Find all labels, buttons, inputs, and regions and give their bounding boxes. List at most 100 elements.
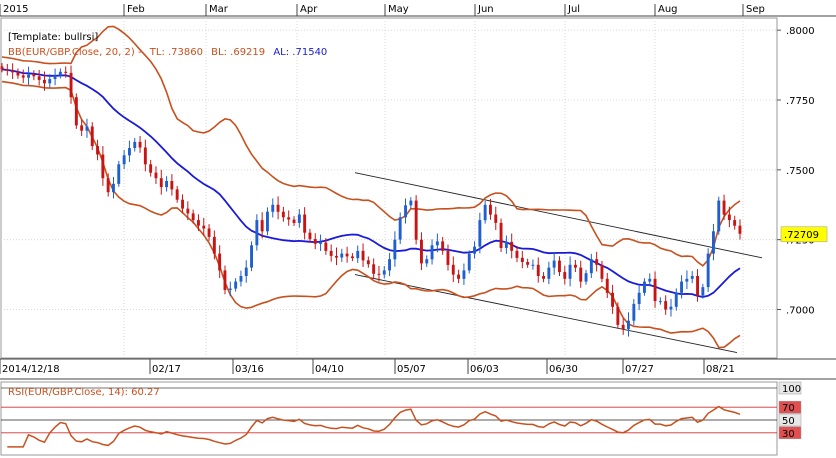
candle-body — [260, 220, 264, 232]
candle-body — [223, 270, 227, 290]
bb-lower-band — [1, 80, 741, 349]
candle-body — [388, 259, 391, 271]
price-axis: .8000.7750.7500.7250.7000 — [777, 26, 815, 317]
candle-body — [149, 164, 153, 173]
candle-body — [202, 225, 206, 229]
candle-body — [643, 281, 646, 293]
candle-body — [244, 267, 248, 276]
price-tick-label: .7750 — [786, 96, 815, 107]
candle-body — [685, 278, 689, 282]
rsi-tick-box — [778, 400, 802, 414]
candle-body — [733, 220, 737, 226]
bb-upper-band — [1, 25, 741, 267]
candle-body — [446, 250, 450, 265]
price-tick-label: .8000 — [786, 26, 815, 37]
rsi-indicator: 100 70 50 30 — [1, 381, 802, 448]
candle-body — [122, 155, 126, 165]
month-label: Mar — [209, 4, 229, 15]
candle-body — [297, 214, 301, 223]
candle-body — [27, 74, 30, 78]
bb-label: BB(EUR/GBP.Close, 20, 2) - TL: .73860 BL… — [8, 47, 327, 58]
candle-body — [356, 250, 360, 259]
candle-body — [255, 220, 259, 246]
candle-body — [324, 242, 328, 251]
candle-body — [154, 172, 158, 179]
candle-body — [627, 320, 630, 330]
rsi-tick-label: 50 — [782, 416, 795, 427]
candle-body — [382, 270, 386, 275]
candle-body — [37, 76, 41, 80]
month-label: Jun — [477, 4, 494, 15]
candle-body — [58, 71, 62, 76]
candle-body — [292, 219, 296, 223]
candle-body — [181, 199, 184, 209]
candle-body — [473, 246, 476, 254]
candle-body — [632, 303, 636, 321]
price-panel[interactable] — [0, 17, 778, 359]
month-label: Feb — [127, 4, 145, 15]
candle-body — [165, 181, 168, 188]
template-label: [Template: bullrsi] — [8, 32, 98, 43]
candle-body — [170, 181, 174, 190]
candle-body — [207, 228, 211, 237]
candle-body — [520, 257, 524, 262]
candle-body — [478, 220, 482, 247]
candle-body — [542, 276, 545, 279]
candle-body — [690, 276, 694, 279]
candle-body — [143, 147, 147, 165]
rsi-tick-box — [778, 381, 802, 395]
bb-bottom-line: BL: .69219 — [211, 47, 265, 58]
candle-body — [467, 253, 471, 271]
candle-body — [420, 239, 423, 264]
year-label: 2015 — [3, 4, 28, 15]
candle-body — [138, 141, 142, 148]
candlesticks — [0, 63, 742, 337]
candle-body — [393, 239, 397, 260]
bb-name: BB(EUR/GBP.Close, 20, 2) - — [8, 47, 142, 58]
indicator-labels: [Template: bullrsi] BB(EUR/GBP.Close, 20… — [8, 32, 327, 398]
candle-body — [441, 241, 445, 251]
candle-body — [21, 75, 25, 78]
candle-body — [239, 276, 243, 282]
candle-body — [90, 126, 94, 147]
candle-body — [483, 204, 487, 221]
candle-body — [186, 208, 190, 214]
candle-body — [696, 276, 699, 296]
candle-body — [722, 200, 726, 215]
candle-body — [313, 239, 317, 244]
channel-upper-line — [354, 172, 763, 259]
candle-body — [101, 154, 105, 179]
candle-body — [658, 301, 662, 303]
candle-body — [48, 79, 52, 84]
candle-body — [117, 164, 121, 184]
candle-body — [16, 72, 20, 76]
candle-body — [499, 222, 503, 248]
candle-body — [228, 288, 232, 290]
candle-body — [191, 213, 195, 221]
rsi-tick-label: 70 — [782, 403, 795, 414]
last-price-box — [780, 226, 828, 243]
candle-body — [287, 217, 291, 220]
rsi-line — [7, 405, 741, 448]
candle-body — [637, 292, 641, 304]
date-label: 03/16 — [235, 364, 264, 375]
candle-body — [372, 264, 376, 274]
candle-body — [250, 245, 253, 268]
candle-body — [558, 260, 561, 273]
last-price-marker: .72709 — [780, 226, 828, 243]
candle-body — [430, 245, 434, 260]
candle-body — [536, 264, 540, 276]
channel-lower-line — [354, 274, 738, 353]
month-axis: 2015 Feb Mar Apr May Jun Jul Aug Sep — [0, 4, 765, 16]
candle-body — [616, 306, 620, 325]
candle-body — [568, 264, 572, 279]
rsi-tick-label: 30 — [782, 429, 795, 440]
candle-body — [303, 214, 307, 233]
date-label: 06/03 — [470, 364, 499, 375]
date-label: 04/10 — [315, 364, 344, 375]
rsi-panel[interactable] — [0, 381, 778, 456]
candle-body — [43, 79, 46, 84]
candle-body — [64, 71, 68, 73]
bollinger-bands — [1, 25, 741, 349]
